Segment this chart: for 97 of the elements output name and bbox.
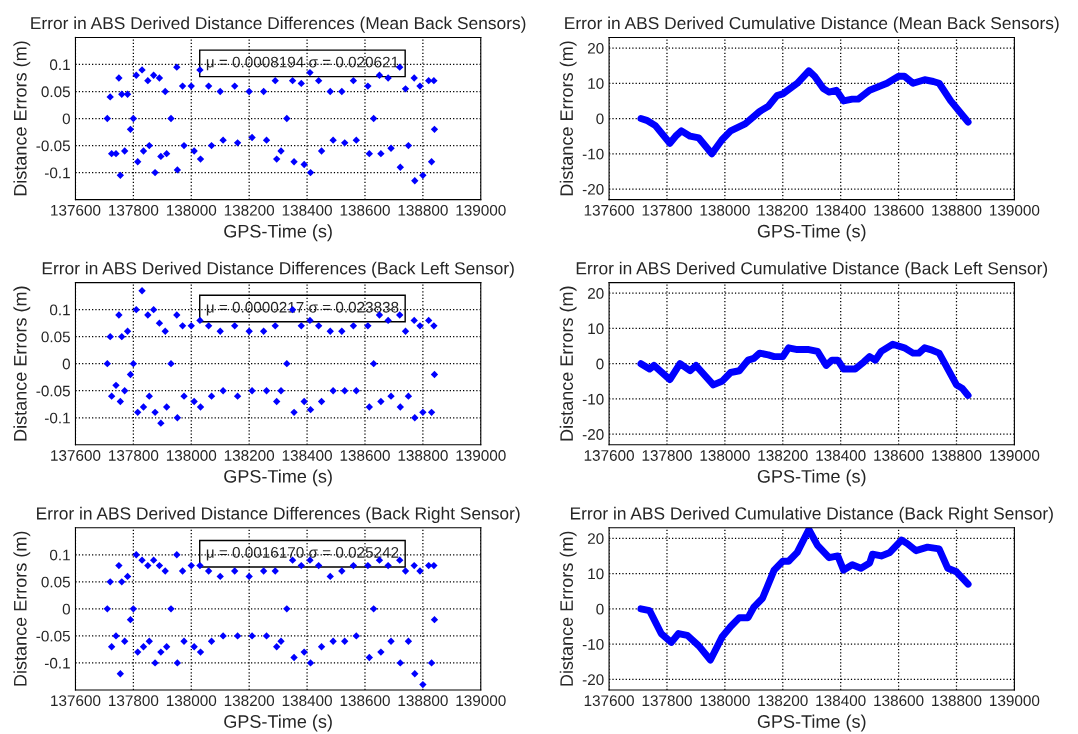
y-tick-label: 10: [588, 568, 604, 580]
x-tick-label: 138400: [816, 204, 866, 216]
y-tick-label: 0.1: [49, 549, 70, 561]
chart-title: Error in ABS Derived Cumulative Distance (Back Left Sensor): [576, 261, 1048, 278]
y-tick-label: 0: [62, 113, 70, 125]
x-tick-label: 138800: [398, 450, 448, 461]
x-tick-label: 137600: [51, 204, 101, 216]
y-tick-label: 0: [596, 358, 604, 370]
x-tick-label: 139000: [990, 695, 1040, 707]
y-tick-label: -0.1: [44, 412, 70, 424]
x-tick-label: 138800: [398, 204, 448, 216]
x-tick-label: 138600: [874, 695, 924, 707]
y-tick-label: 0: [62, 603, 70, 615]
x-tick-label: 138400: [282, 204, 332, 216]
y-tick-label: -20: [582, 674, 604, 686]
x-tick-label: 138200: [224, 204, 275, 216]
x-axis-title: GPS-Time (s): [224, 714, 332, 732]
x-tick-label: 137600: [584, 695, 634, 707]
x-tick-label: 138800: [932, 204, 982, 216]
chart-title: Error in ABS Derived Cumulative Distance (Back Right Sensor): [570, 506, 1053, 524]
y-tick-label: -20: [582, 183, 604, 195]
x-tick-label: 139000: [990, 450, 1040, 461]
x-axis-title: GPS-Time (s): [757, 224, 866, 242]
x-tick-label: 139000: [990, 204, 1040, 216]
x-tick-label: 137800: [642, 450, 692, 461]
x-tick-label: 138800: [932, 450, 982, 461]
x-tick-label: 138400: [282, 450, 332, 461]
x-tick-label: 138800: [398, 695, 448, 707]
y-tick-label: -0.05: [36, 385, 70, 397]
x-tick-label: 138200: [758, 450, 808, 461]
y-tick-label: 20: [587, 42, 604, 54]
x-tick-label: 137800: [642, 204, 692, 216]
y-tick-label: -10: [582, 148, 604, 160]
x-axis-title: GPS-Time (s): [757, 469, 866, 487]
y-axis-title: Distance Errors (m): [559, 286, 577, 441]
chart-title: Error in ABS Derived Cumulative Distance (Mean Back Sensors): [565, 16, 1059, 33]
y-tick-label: 0: [62, 358, 70, 370]
y-tick-label: 0.05: [41, 576, 70, 588]
x-tick-label: 137800: [109, 204, 159, 216]
x-axis-title: GPS-Time (s): [224, 224, 332, 242]
y-tick-label: -0.05: [36, 630, 70, 642]
chart-title: Error in ABS Derived Distance Differences (Back Left Sensor): [42, 261, 514, 278]
x-tick-label: 139000: [456, 450, 506, 461]
chart-title: Error in ABS Derived Distance Differences (Back Right Sensor): [37, 506, 520, 524]
x-tick-label: 138200: [224, 450, 275, 461]
x-tick-label: 138200: [758, 695, 808, 707]
y-tick-label: -0.1: [44, 657, 70, 669]
y-tick-label: -0.05: [36, 140, 70, 152]
x-tick-label: 137800: [642, 695, 692, 707]
x-tick-label: 137600: [584, 450, 634, 461]
y-axis-title: Distance Errors (m): [13, 41, 31, 196]
x-tick-label: 138200: [758, 204, 808, 216]
x-tick-label: 138600: [340, 204, 390, 216]
y-tick-label: -20: [582, 429, 604, 440]
chart-title: Error in ABS Derived Distance Differences (Mean Back Sensors): [31, 16, 526, 33]
y-tick-label: 0: [596, 603, 604, 615]
y-axis-title: Distance Errors (m): [13, 531, 31, 686]
y-tick-label: 0.1: [49, 304, 70, 316]
x-tick-label: 138200: [224, 695, 275, 707]
x-tick-label: 138400: [282, 695, 332, 707]
x-tick-label: 137600: [51, 695, 101, 707]
x-tick-label: 138000: [700, 695, 750, 707]
x-tick-label: 137800: [109, 695, 159, 707]
x-tick-label: 137600: [584, 204, 634, 216]
x-tick-label: 138000: [700, 450, 750, 461]
x-tick-label: 138400: [816, 450, 866, 461]
y-tick-label: -10: [582, 393, 604, 405]
y-tick-label: -0.1: [44, 167, 70, 179]
y-tick-label: 0.1: [49, 59, 70, 71]
y-axis-title: Distance Errors (m): [559, 41, 577, 196]
x-tick-label: 139000: [456, 695, 506, 707]
x-tick-label: 138000: [166, 695, 217, 707]
y-tick-label: 0.05: [41, 331, 70, 343]
x-tick-label: 138600: [340, 695, 390, 707]
x-tick-label: 138600: [874, 450, 924, 461]
x-tick-label: 138000: [166, 204, 217, 216]
y-tick-label: 10: [588, 78, 604, 89]
x-tick-label: 138000: [700, 204, 750, 216]
y-tick-label: 10: [588, 323, 604, 335]
x-tick-label: 138600: [874, 204, 924, 216]
y-axis-title: Distance Errors (m): [559, 531, 577, 686]
x-tick-label: 139000: [456, 204, 506, 216]
x-tick-label: 138000: [166, 450, 217, 461]
x-axis-title: GPS-Time (s): [757, 714, 866, 732]
y-tick-label: 20: [587, 288, 604, 299]
y-tick-label: 0.05: [41, 86, 70, 98]
x-tick-label: 138400: [816, 695, 866, 707]
x-tick-label: 137800: [109, 450, 159, 461]
y-tick-label: 0: [596, 113, 604, 125]
x-tick-label: 138600: [340, 450, 390, 461]
annotation: μ = 0.0016170 σ = 0.025242: [206, 546, 399, 561]
y-axis-title: Distance Errors (m): [13, 286, 31, 441]
x-tick-label: 138800: [932, 695, 982, 707]
x-axis-title: GPS-Time (s): [224, 469, 332, 487]
y-tick-label: -10: [582, 638, 604, 650]
x-tick-label: 137600: [51, 450, 101, 461]
y-tick-label: 20: [587, 533, 604, 545]
